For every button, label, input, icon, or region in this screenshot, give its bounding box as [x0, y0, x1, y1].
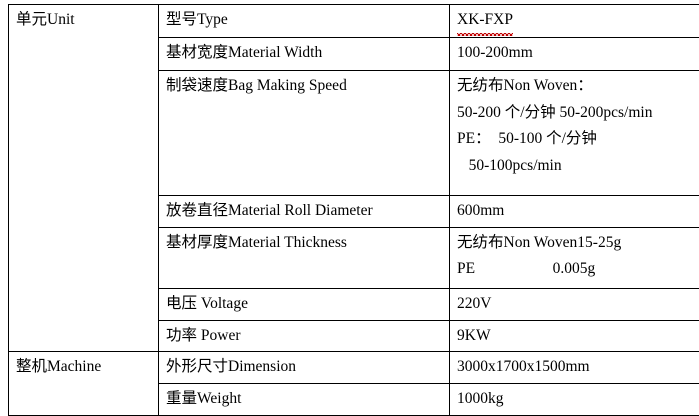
value-speed-line-2: 50-200 个/分钟 50-200pcs/min [457, 103, 653, 121]
row-value-type: XK-FXP [449, 4, 699, 38]
table-body: 单元Unit 型号Type XK-FXP 基材宽度Material Width … [8, 3, 699, 416]
item-label-power: 功率 Power [166, 326, 241, 344]
row-value-bag-making-speed: 无纺布Non Woven： 50-200 个/分钟 50-200pcs/min … [449, 70, 699, 196]
table-row: 制袋速度Bag Making Speed 无纺布Non Woven： 50-20… [9, 70, 699, 196]
table-row: 基材宽度Material Width 100-200mm [9, 37, 699, 71]
row-value-weight: 1000kg [449, 383, 699, 416]
unit-group-label-cell: 单元Unit [8, 3, 159, 353]
table-row: 功率 Power 9KW [9, 319, 699, 353]
row-item-voltage: 电压 Voltage [158, 287, 450, 321]
item-label-bag-making-speed: 制袋速度Bag Making Speed [166, 77, 347, 94]
row-item-power: 功率 Power [158, 319, 450, 353]
value-type: XK-FXP [457, 7, 513, 36]
value-material-roll-diameter: 600mm [457, 202, 505, 219]
value-thickness-line-1: 无纺布Non Woven15-25g [457, 233, 622, 251]
table-row: 基材厚度Material Thickness 无纺布Non Woven15-25… [9, 226, 699, 289]
table-row: 电压 Voltage 220V [9, 287, 699, 321]
value-voltage: 220V [457, 294, 492, 312]
row-value-material-roll-diameter: 600mm [449, 195, 699, 228]
value-speed-line-3: PE： 50-100 个/分钟 [457, 130, 597, 148]
machine-group-label-cell: 整机Machine [8, 351, 159, 416]
value-thickness-line-2: PE 0.005g [457, 260, 596, 278]
item-label-voltage: 电压 Voltage [166, 294, 248, 312]
row-item-material-width: 基材宽度Material Width [158, 37, 450, 71]
table-row: 整机Machine 外形尺寸Dimension 3000x1700x1500mm [8, 351, 699, 416]
row-item-material-roll-diameter: 放卷直径Material Roll Diameter [158, 195, 450, 228]
row-value-dimension: 3000x1700x1500mm [449, 351, 699, 385]
row-value-power: 9KW [449, 319, 699, 353]
item-label-material-roll-diameter: 放卷直径Material Roll Diameter [166, 202, 373, 219]
item-label-dimension: 外形尺寸Dimension [166, 358, 297, 376]
value-weight: 1000kg [457, 390, 504, 408]
item-label-weight: 重量Weight [166, 390, 242, 408]
row-value-voltage: 220V [449, 287, 699, 321]
row-value-material-width: 100-200mm [449, 37, 699, 71]
row-item-bag-making-speed: 制袋速度Bag Making Speed [158, 70, 450, 196]
row-value-material-thickness: 无纺布Non Woven15-25g PE 0.005g [449, 226, 699, 289]
value-power: 9KW [457, 326, 491, 344]
value-speed-line-1: 无纺布Non Woven： [457, 77, 593, 94]
item-label-type: 型号Type [166, 11, 228, 28]
table-row: 重量Weight 1000kg [9, 383, 699, 416]
row-item-type: 型号Type [158, 4, 450, 38]
value-dimension: 3000x1700x1500mm [457, 358, 590, 376]
machine-group-label: 整机Machine [16, 358, 102, 376]
row-item-weight: 重量Weight [158, 383, 450, 416]
row-item-dimension: 外形尺寸Dimension [158, 351, 450, 385]
specification-table: 单元Unit 型号Type XK-FXP 基材宽度Material Width … [8, 3, 699, 416]
row-item-material-thickness: 基材厚度Material Thickness [158, 226, 450, 289]
unit-group-label: 单元Unit [16, 11, 75, 28]
value-material-width: 100-200mm [457, 44, 533, 61]
item-label-material-width: 基材宽度Material Width [166, 44, 323, 61]
table-row: 单元Unit 型号Type XK-FXP [8, 3, 699, 353]
table-row: 放卷直径Material Roll Diameter 600mm [9, 195, 699, 228]
item-label-material-thickness: 基材厚度Material Thickness [166, 233, 347, 251]
value-speed-line-4: 50-100pcs/min [457, 156, 562, 174]
